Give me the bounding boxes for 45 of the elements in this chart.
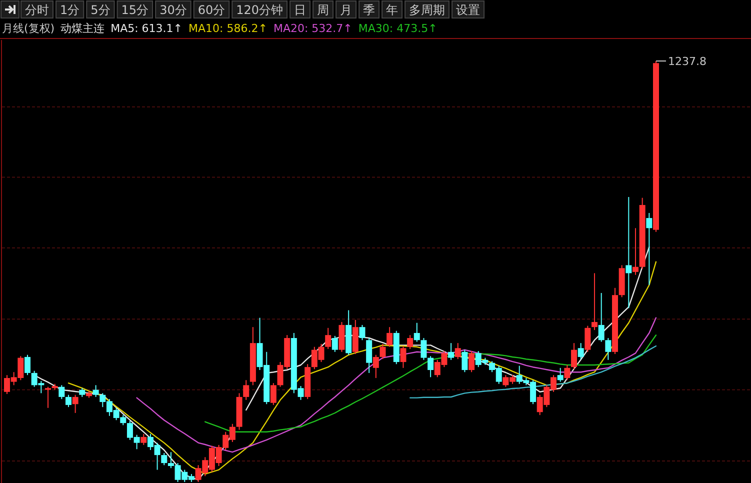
candlestick: [557, 367, 564, 382]
candlestick: [598, 292, 604, 342]
candlestick: [72, 394, 78, 414]
candlestick: [646, 212, 652, 286]
candlestick: [380, 343, 386, 360]
candlestick: [632, 228, 639, 276]
candlestick: [92, 384, 99, 398]
candlestick: [270, 382, 276, 406]
candlestick: [332, 335, 338, 352]
text: MA20: 532.7↑: [273, 22, 352, 35]
chart-subtitle: 动煤主连: [60, 22, 105, 35]
candlestick: [58, 384, 65, 400]
candlestick: [372, 354, 379, 379]
candlestick: [386, 326, 393, 348]
candlestick: [564, 364, 570, 381]
text: MA5: 613.1↑: [110, 22, 183, 35]
candlestick: [448, 342, 454, 360]
candlestick: [407, 334, 414, 350]
candlestick: [24, 354, 30, 376]
candlestick: [428, 356, 434, 378]
text: 1237.8: [668, 55, 706, 68]
candlestick: [243, 380, 250, 400]
candlestick: [462, 349, 468, 373]
toolbar: 分时 1分 5分 15分 30分 60分 120分钟 日 周 月 季 年 多周期 设置: [0, 0, 485, 18]
candlestick: [578, 342, 584, 360]
candlestick: [454, 342, 461, 360]
candlestick: [400, 346, 406, 368]
candlestick: [366, 338, 372, 374]
candlestick: [584, 325, 591, 352]
candlestick: [571, 342, 578, 370]
candlestick: [605, 338, 612, 360]
candlestick: [325, 327, 332, 350]
candlestick: [626, 196, 632, 309]
candlestick: [420, 338, 427, 360]
candlestick: [65, 394, 72, 408]
candlestick: [592, 272, 598, 331]
chart-title: 月线(复权): [2, 22, 55, 35]
candlestick: [359, 324, 366, 341]
text: MA30: 473.5↑: [358, 22, 438, 35]
candlestick: [140, 434, 147, 446]
text: MA10: 586.2↑: [188, 22, 268, 35]
candlestick: [414, 322, 420, 342]
candlestick: [468, 350, 475, 373]
candlestick: [161, 452, 168, 466]
candlestick: [44, 386, 51, 408]
